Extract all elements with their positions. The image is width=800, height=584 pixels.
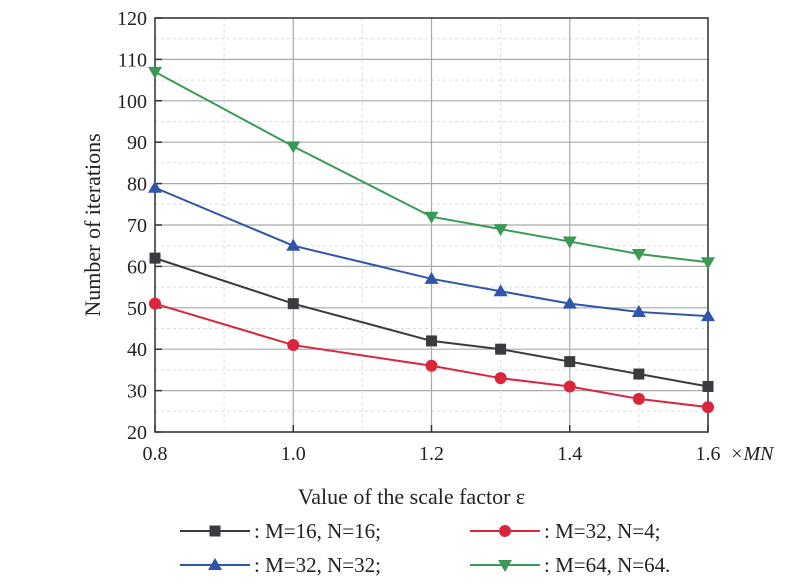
- x-tick-label: 1.2: [419, 443, 444, 465]
- data-point: [563, 380, 576, 393]
- y-axis-label: Number of iterations: [80, 133, 105, 316]
- data-point: [286, 141, 301, 154]
- x-axis-label: Value of the scale factor ε: [298, 484, 525, 509]
- y-tick-label: 20: [127, 422, 147, 444]
- x-tick-label: 1.0: [281, 443, 306, 465]
- legend-marker: [209, 525, 221, 537]
- data-point: [701, 257, 715, 270]
- x-tick-label: 1.4: [557, 443, 582, 465]
- data-point: [287, 298, 299, 310]
- data-point: [632, 392, 645, 405]
- x-tick-label: 0.8: [143, 443, 168, 465]
- data-point: [493, 224, 508, 237]
- data-point: [148, 180, 162, 193]
- x-tick-label: 1.6: [696, 443, 721, 465]
- legend-label-0: : M=16, N=16;: [254, 519, 381, 543]
- data-point: [425, 359, 438, 372]
- data-point: [493, 284, 508, 297]
- legend-marker: [208, 558, 222, 570]
- y-tick-label: 60: [127, 256, 147, 278]
- data-point: [494, 372, 507, 385]
- legend-label-1: : M=32, N=4;: [544, 519, 660, 543]
- data-point: [287, 339, 300, 352]
- data-point: [702, 401, 714, 414]
- data-point: [562, 236, 577, 249]
- data-point: [631, 304, 646, 317]
- data-point: [424, 211, 439, 224]
- legend-marker: [499, 525, 511, 537]
- y-tick-label: 50: [127, 298, 147, 320]
- data-point: [286, 238, 301, 251]
- y-tick-label: 110: [118, 49, 147, 71]
- data-point: [495, 343, 507, 355]
- y-tick-label: 80: [127, 174, 147, 196]
- legend-label-2: : M=32, N=32;: [254, 553, 381, 577]
- data-point: [426, 335, 437, 347]
- y-tick-label: 40: [127, 339, 147, 361]
- data-point: [148, 66, 162, 79]
- data-point: [564, 356, 576, 368]
- y-tick-label: 120: [117, 8, 147, 30]
- data-point: [631, 248, 646, 261]
- data-point: [701, 309, 715, 322]
- data-point: [633, 368, 645, 380]
- data-point: [702, 380, 714, 392]
- data-point: [562, 296, 577, 309]
- y-tick-label: 30: [127, 381, 147, 403]
- legend-label-3: : M=64, N=64.: [544, 553, 670, 577]
- y-tick-label: 100: [117, 91, 147, 113]
- legend-marker: [498, 560, 512, 572]
- data-point: [424, 271, 439, 284]
- y-tick-label: 70: [127, 215, 147, 237]
- data-point: [149, 252, 161, 264]
- x-unit-label: ×MN: [730, 443, 775, 465]
- data-point: [149, 297, 161, 310]
- y-tick-label: 90: [127, 132, 147, 154]
